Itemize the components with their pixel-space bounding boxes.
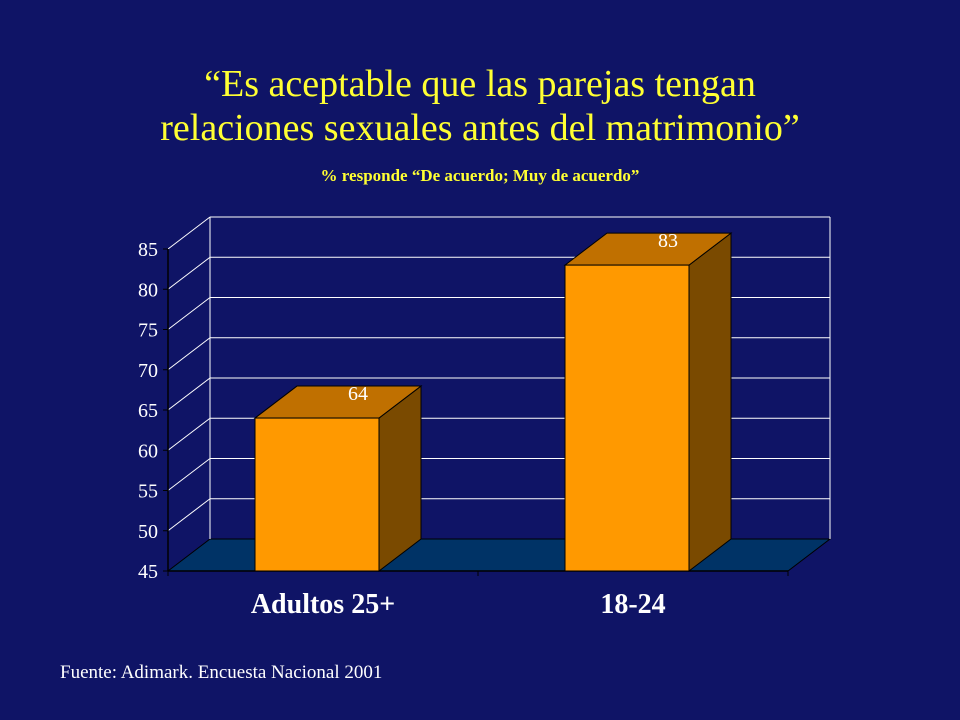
y-tick-label: 80: [138, 279, 158, 301]
gridline-side: [167, 498, 211, 532]
y-tick-label: 55: [138, 481, 158, 503]
y-tick-label: 45: [138, 561, 158, 583]
y-tick-label: 85: [138, 239, 158, 261]
gridline-side: [167, 377, 211, 411]
source-note: Fuente: Adimark. Encuesta Nacional 2001: [60, 662, 383, 683]
data-label: 64: [348, 383, 368, 405]
gridline-side: [167, 216, 211, 250]
gridline-side: [167, 337, 211, 371]
y-tick-label: 65: [138, 400, 158, 422]
y-tick-label: 60: [138, 440, 158, 462]
x-tick-label: Adultos 25+: [251, 589, 395, 620]
chart-subtitle: % responde “De acuerdo; Muy de acuerdo”: [320, 166, 640, 185]
y-tick-label: 50: [138, 521, 158, 543]
chart-title: “Es aceptable que las parejas tengan rel…: [0, 62, 960, 150]
bar: [564, 264, 690, 572]
y-tick-label: 70: [138, 360, 158, 382]
title-line-2: relaciones sexuales antes del matrimonio…: [160, 107, 800, 149]
gridline-side: [167, 256, 211, 290]
gridline-side: [167, 458, 211, 491]
title-line-1: “Es aceptable que las parejas tengan: [204, 63, 756, 105]
x-tick-label: 18-24: [600, 589, 665, 620]
gridline-side: [167, 417, 211, 451]
bar-side: [688, 232, 732, 573]
bar: [254, 417, 380, 572]
y-tick-label: 75: [138, 320, 158, 342]
gridline-side: [167, 297, 211, 330]
data-label: 83: [658, 230, 678, 252]
